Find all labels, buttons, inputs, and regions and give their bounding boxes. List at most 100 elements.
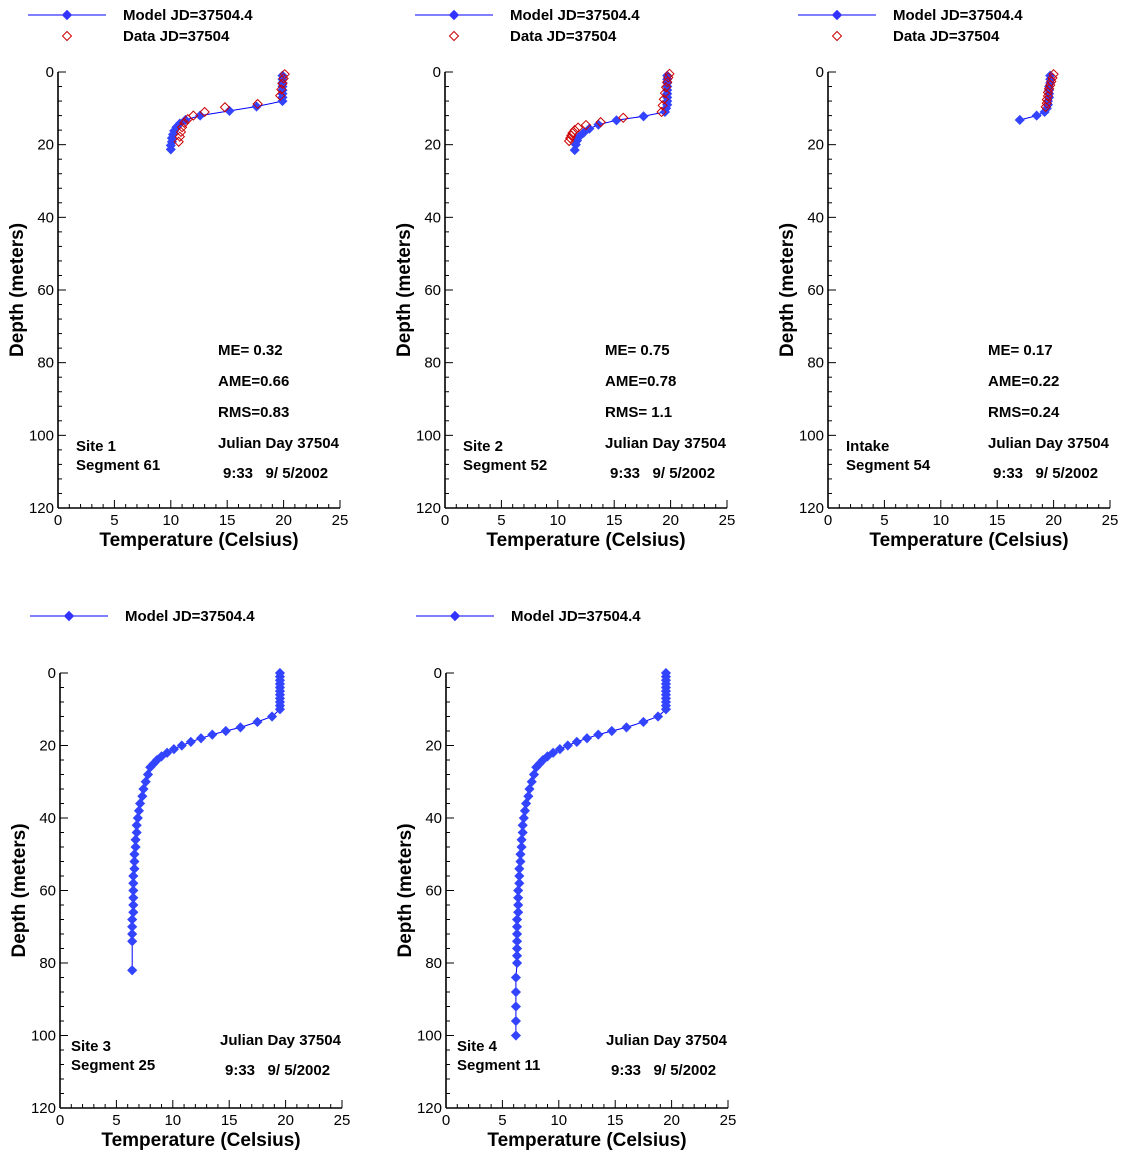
data-point (660, 82, 672, 93)
y-tick-label: 60 (425, 883, 442, 900)
model-point (513, 907, 524, 918)
legend-label: Model JD=37504.4 (510, 7, 640, 24)
x-axis-label: Temperature (Celsius) (869, 530, 1068, 551)
model-point (514, 878, 525, 889)
legend-label: Data JD=37504 (123, 28, 230, 45)
y-axis-label: Depth (meters) (9, 823, 30, 957)
model-point (1031, 110, 1042, 121)
model-point (517, 827, 528, 838)
model-point (176, 740, 187, 751)
model-point (252, 716, 263, 728)
legend-label: Model JD=37504.4 (123, 7, 253, 24)
site-label: Site 2 (463, 438, 503, 455)
series (165, 70, 288, 155)
model-point (511, 957, 523, 969)
x-tick-label: 0 (54, 512, 62, 529)
data-point (175, 126, 187, 138)
x-tick-label: 20 (1045, 512, 1062, 529)
model-point (127, 965, 138, 976)
stats-label: AME=0.22 (988, 373, 1059, 390)
legend-item: Model JD=37504.4 (416, 608, 641, 625)
data-point (219, 102, 231, 113)
model-point (519, 805, 531, 816)
x-tick-label: 25 (719, 512, 736, 529)
data-point (580, 119, 592, 131)
data-point (1040, 101, 1051, 113)
x-tick-label: 25 (334, 1112, 351, 1129)
y-tick-label: 60 (807, 282, 824, 299)
julian-day-label: Julian Day 37504 (218, 435, 340, 452)
y-tick-label: 40 (807, 209, 824, 226)
x-tick-label: 5 (112, 1112, 120, 1129)
segment-label: Segment 54 (846, 457, 931, 474)
model-point (1039, 106, 1050, 118)
x-tick-label: 15 (606, 512, 623, 529)
y-tick-label: 0 (816, 64, 824, 81)
x-tick-label: 25 (1102, 512, 1119, 529)
legend-label: Data JD=37504 (510, 28, 617, 45)
y-tick-label: 100 (417, 1028, 442, 1045)
y-tick-label: 20 (37, 137, 54, 154)
y-tick-label: 20 (424, 137, 441, 154)
model-point (581, 733, 593, 744)
series (510, 667, 672, 1041)
model-point (133, 805, 145, 816)
data-point (664, 68, 675, 80)
segment-label: Segment 61 (76, 457, 160, 474)
x-tick-label: 20 (662, 512, 679, 529)
data-point (199, 106, 210, 118)
x-axis-label: Temperature (Celsius) (101, 1130, 300, 1151)
stats-label: ME= 0.17 (988, 342, 1053, 359)
model-point (621, 722, 632, 733)
legend-label: Model JD=37504.4 (893, 7, 1023, 24)
model-point (593, 729, 604, 740)
model-point (185, 736, 196, 747)
legend-item: Data JD=37504 (831, 28, 1000, 45)
data-point (275, 90, 286, 101)
y-tick-label: 120 (29, 500, 54, 517)
model-point (132, 812, 143, 824)
legend-item: Data JD=37504 (448, 28, 617, 45)
y-tick-label: 20 (39, 738, 56, 755)
model-point (518, 812, 529, 824)
series (1040, 68, 1059, 113)
y-tick-label: 60 (37, 282, 54, 299)
series (563, 68, 675, 147)
data-point (277, 78, 288, 89)
data-point (565, 132, 576, 144)
model-point (165, 144, 176, 155)
model-point (516, 841, 527, 853)
date-time-label: 9:33 9/ 5/2002 (223, 465, 328, 482)
chart-panel: 0 5 10 15 20 25 0 20 40 60 80 100 120 Temperature (Ce… (777, 7, 1118, 551)
legend-label: Model JD=37504.4 (125, 608, 255, 625)
data-point (252, 98, 263, 110)
julian-day-label: Julian Day 37504 (606, 1032, 728, 1049)
legend-marker-open-diamond (61, 30, 73, 42)
y-tick-label: 0 (48, 665, 56, 682)
y-tick-label: 40 (39, 810, 56, 827)
model-point (131, 827, 142, 838)
legend-marker-filled-diamond (63, 610, 75, 622)
site-label: Site 1 (76, 438, 116, 455)
y-tick-label: 80 (37, 355, 54, 372)
data-point (595, 116, 606, 128)
y-axis-label: Depth (meters) (777, 223, 798, 357)
data-point (657, 100, 668, 111)
data-point (567, 127, 578, 139)
model-point (510, 1030, 522, 1041)
chart-panel: 0 5 10 15 20 25 0 20 40 60 80 100 120 Temperature (Ce… (7, 7, 348, 551)
legend-marker-open-diamond (831, 30, 843, 42)
data-point (279, 68, 290, 80)
x-tick-label: 0 (441, 512, 449, 529)
julian-day-label: Julian Day 37504 (988, 435, 1110, 452)
model-point (235, 722, 246, 733)
data-point (659, 87, 671, 99)
model-point (195, 110, 206, 121)
legend-marker-filled-diamond (449, 610, 461, 622)
data-point (563, 135, 575, 147)
date-time-label: 9:33 9/ 5/2002 (611, 1062, 716, 1079)
stats-label: AME=0.66 (218, 373, 289, 390)
data-point (663, 72, 674, 83)
y-tick-label: 0 (433, 64, 441, 81)
y-axis-label: Depth (meters) (395, 823, 416, 957)
